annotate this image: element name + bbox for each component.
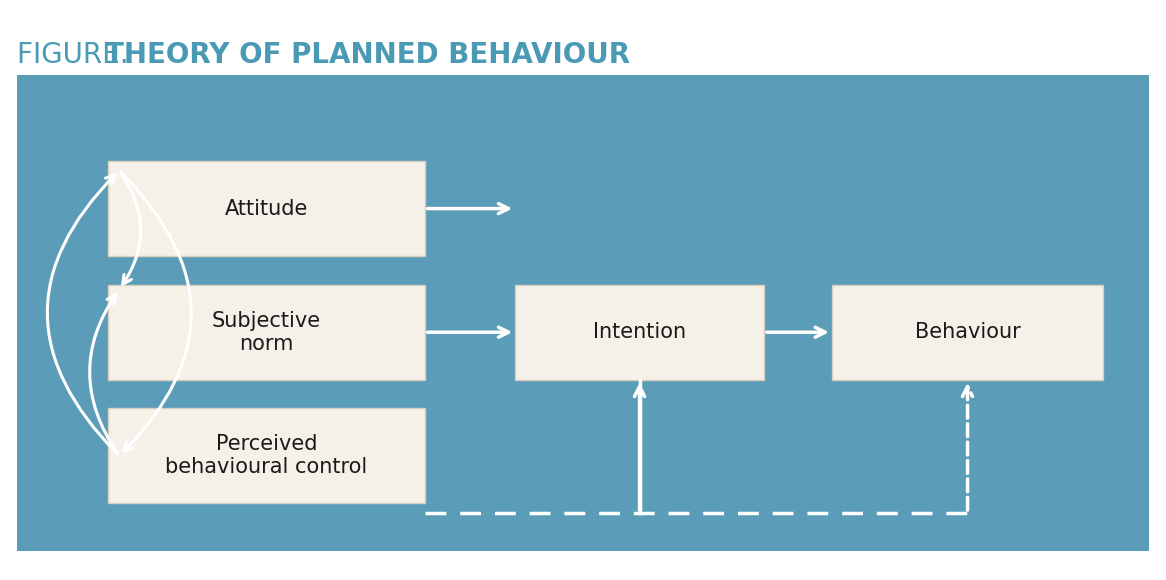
FancyBboxPatch shape — [831, 285, 1103, 380]
Text: Perceived
behavioural control: Perceived behavioural control — [166, 434, 367, 477]
FancyBboxPatch shape — [108, 285, 424, 380]
Text: Behaviour: Behaviour — [914, 322, 1020, 342]
FancyBboxPatch shape — [108, 408, 424, 503]
Text: Subjective
norm: Subjective norm — [212, 311, 321, 354]
FancyBboxPatch shape — [108, 161, 424, 256]
FancyBboxPatch shape — [515, 285, 764, 380]
Text: Attitude: Attitude — [225, 198, 308, 219]
Text: Intention: Intention — [593, 322, 686, 342]
Text: FIGURE.: FIGURE. — [17, 41, 138, 68]
Text: THEORY OF PLANNED BEHAVIOUR: THEORY OF PLANNED BEHAVIOUR — [105, 41, 630, 68]
